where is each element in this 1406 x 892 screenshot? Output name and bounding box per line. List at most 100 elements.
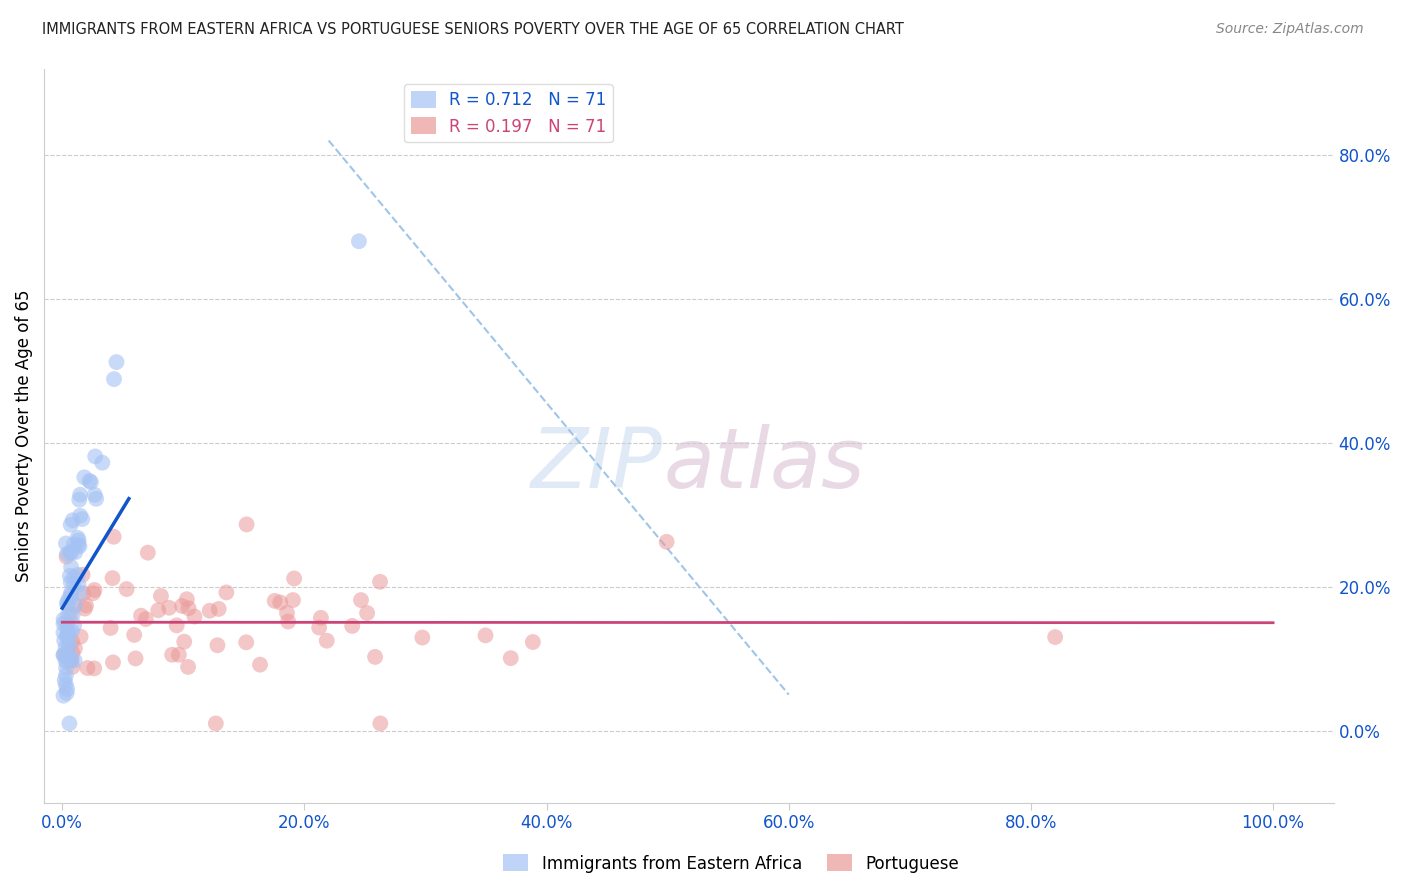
Point (58, 648, 80, 663)
Point (62, 646, 84, 660)
Point (72, 567, 94, 582)
Point (60, 653, 83, 667)
Point (198, 604, 221, 618)
Point (84, 450, 107, 464)
Point (55, 668, 77, 682)
Text: Source: ZipAtlas.com: Source: ZipAtlas.com (1216, 22, 1364, 37)
Legend: R = 0.712   N = 71, R = 0.197   N = 71: R = 0.712 N = 71, R = 0.197 N = 71 (404, 84, 613, 142)
Point (60, 586, 83, 600)
Point (56, 628, 79, 642)
Point (67, 577, 90, 591)
Point (269, 595, 291, 609)
Point (67, 586, 90, 600)
Point (160, 648, 183, 662)
Point (63, 599, 86, 613)
Point (58, 591, 80, 606)
Point (157, 600, 180, 615)
Point (63, 537, 86, 551)
Text: IMMIGRANTS FROM EASTERN AFRICA VS PORTUGUESE SENIORS POVERTY OVER THE AGE OF 65 : IMMIGRANTS FROM EASTERN AFRICA VS PORTUG… (42, 22, 904, 37)
Point (56, 621, 79, 635)
Point (58, 635, 80, 649)
Y-axis label: Seniors Poverty Over the Age of 65: Seniors Poverty Over the Age of 65 (15, 289, 32, 582)
Point (52, 625, 75, 640)
Point (58, 640, 80, 655)
Point (149, 589, 172, 603)
Point (60, 634, 83, 648)
Point (59, 607, 82, 621)
Point (56, 607, 79, 622)
Point (56, 631, 79, 645)
Point (55, 654, 77, 668)
Point (59, 653, 82, 667)
Point (60, 624, 83, 639)
Point (67, 533, 90, 548)
Point (55, 549, 77, 564)
Point (52, 648, 75, 662)
Point (63, 570, 86, 584)
Point (62, 513, 84, 527)
Point (56, 547, 79, 561)
Point (79, 474, 101, 488)
Point (65, 545, 87, 559)
Point (177, 660, 200, 674)
Point (56, 596, 79, 610)
Point (170, 599, 193, 613)
Point (364, 649, 387, 664)
Point (177, 601, 200, 615)
Point (52, 612, 75, 626)
Point (115, 582, 138, 596)
Point (83, 488, 105, 502)
Point (60, 560, 83, 574)
Point (309, 611, 332, 625)
Point (103, 372, 125, 386)
Point (56, 654, 79, 668)
Point (63, 618, 86, 632)
Point (207, 638, 229, 652)
Point (73, 601, 96, 615)
Point (183, 609, 205, 624)
Point (62, 607, 84, 622)
Point (82, 586, 104, 600)
Point (52, 648, 75, 662)
Point (522, 635, 544, 649)
Point (60, 545, 83, 559)
Point (655, 534, 678, 549)
Point (69, 488, 91, 502)
Point (281, 593, 304, 607)
Point (67, 539, 90, 553)
Point (135, 612, 157, 626)
Point (411, 631, 433, 645)
Point (55, 536, 77, 550)
Point (173, 634, 195, 648)
Point (103, 530, 125, 544)
Legend: Immigrants from Eastern Africa, Portuguese: Immigrants from Eastern Africa, Portugue… (496, 847, 966, 880)
Text: ZIP: ZIP (531, 425, 664, 506)
Point (315, 633, 337, 648)
Point (277, 615, 299, 629)
Point (347, 234, 370, 248)
Point (100, 621, 122, 635)
Point (67, 492, 90, 507)
Point (67, 538, 90, 552)
Point (53, 673, 76, 687)
Point (235, 635, 257, 649)
Point (166, 618, 188, 632)
Point (474, 628, 496, 642)
Point (263, 594, 285, 608)
Point (55, 686, 77, 700)
Point (53, 633, 76, 648)
Point (122, 628, 145, 642)
Point (60, 653, 83, 667)
Point (283, 571, 305, 585)
Point (276, 606, 298, 620)
Point (148, 603, 170, 617)
Point (350, 593, 373, 607)
Point (66, 531, 89, 545)
Point (69, 630, 91, 644)
Point (208, 602, 231, 616)
Point (101, 571, 124, 585)
Point (101, 656, 124, 670)
Point (80, 475, 103, 489)
Point (129, 608, 152, 623)
Point (55, 615, 77, 630)
